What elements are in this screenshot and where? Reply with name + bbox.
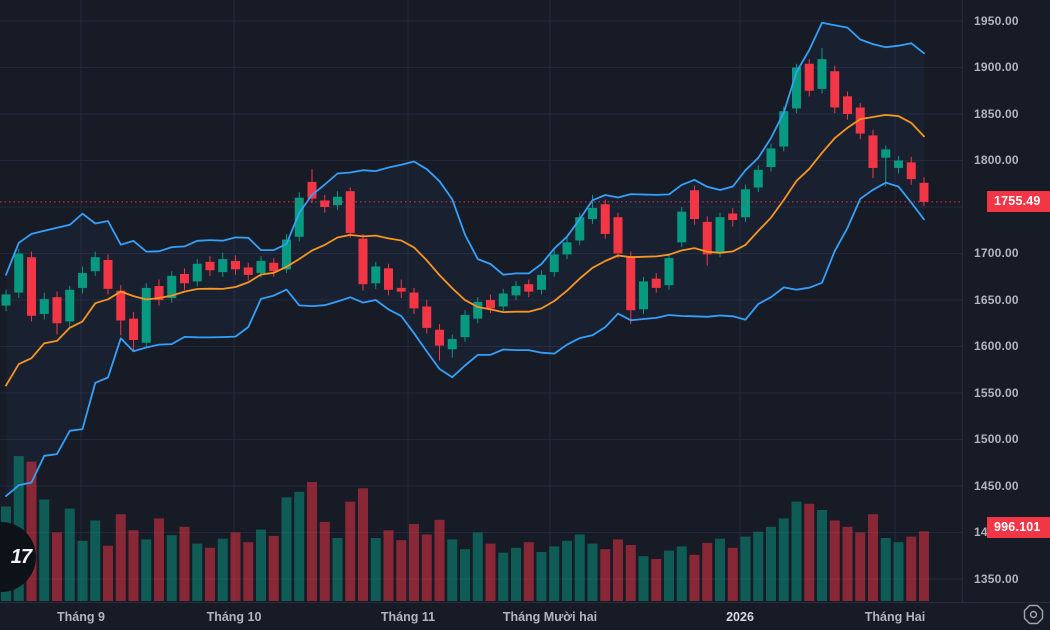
time-tick-label: Tháng Hai [864,610,926,624]
price-tick-label: 1800.00 [974,153,1019,167]
volume-bars [1,456,929,601]
timezone-settings-icon[interactable] [1021,602,1046,627]
price-tick-label: 1350.00 [974,571,1019,586]
time-tick-label: Tháng 11 [380,610,436,624]
price-tick-label: 1850.00 [974,106,1019,121]
bollinger-upper-line [5,21,925,276]
bollinger-lower-line [5,181,925,498]
octagon-settings-glyph [1023,604,1044,625]
bollinger-fill [6,22,924,497]
candles [1,47,929,361]
price-tick-label: 1650.00 [974,292,1019,307]
time-tick-label: Tháng 10 [206,610,262,624]
gridlines [0,0,962,602]
last-price-badge: 1755.49 [987,191,1050,213]
time-tick-label: 2026 [726,610,754,624]
bollinger-basis-line [5,114,925,387]
price-tick-label: 1450.00 [974,478,1019,493]
price-tick-label: 1950.00 [974,13,1019,28]
volume-value-badge: 996.101 [987,517,1050,539]
price-chart-canvas[interactable] [0,0,962,602]
logo-text: 17 [10,545,32,568]
time-axis[interactable]: Tháng 9 Tháng 10 Tháng 11 Tháng Mười hai 202… [0,602,1050,630]
price-tick-label: 1700.00 [974,246,1019,260]
price-tick-label: 1550.00 [974,385,1019,400]
price-tick-label: 1500.00 [974,432,1019,446]
price-tick-label: 1600.00 [974,339,1019,353]
price-tick-label: 1900.00 [974,60,1019,74]
time-tick-label: Tháng 9 [57,610,105,624]
time-tick-label: Tháng Mười hai [502,610,598,624]
price-axis[interactable]: 1950.00 1900.00 1850.00 1800.00 1700.00 1650.… [962,0,1050,602]
